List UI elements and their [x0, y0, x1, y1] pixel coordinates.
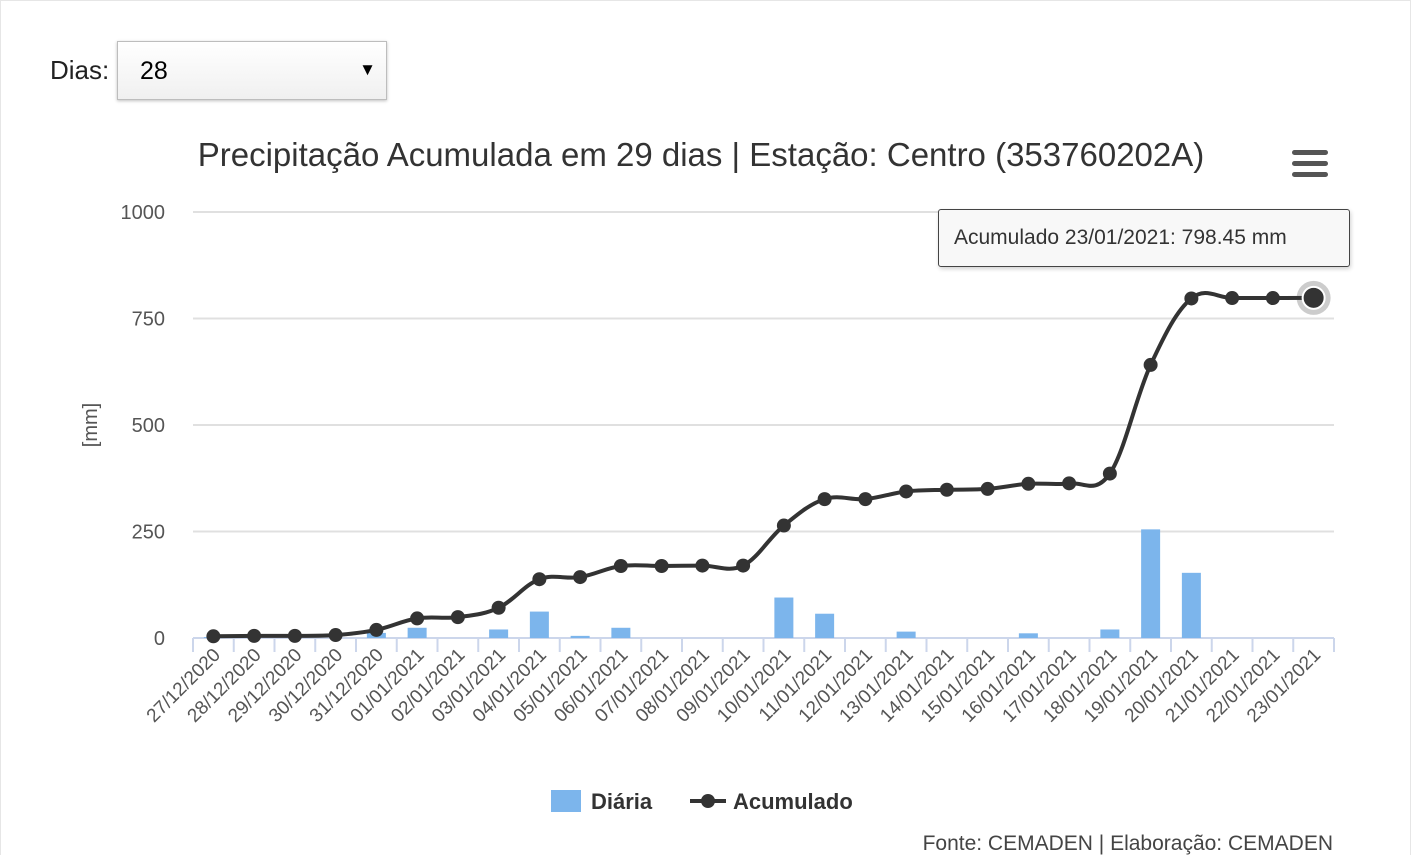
bar-diaria[interactable]	[1100, 629, 1120, 638]
point-acumulado[interactable]	[1062, 476, 1077, 491]
point-acumulado[interactable]	[1021, 476, 1036, 491]
point-acumulado[interactable]	[1265, 291, 1280, 306]
point-acumulado[interactable]	[1143, 357, 1158, 372]
bar-diaria[interactable]	[1018, 633, 1038, 638]
point-acumulado[interactable]	[1225, 291, 1240, 306]
tooltip: Acumulado 23/01/2021: 798.45 mm	[938, 209, 1350, 267]
bar-diaria[interactable]	[896, 631, 916, 638]
point-acumulado[interactable]	[899, 484, 914, 499]
point-acumulado[interactable]	[776, 518, 791, 533]
point-acumulado[interactable]	[491, 600, 506, 615]
point-acumulado[interactable]	[369, 622, 384, 637]
point-acumulado[interactable]	[817, 492, 832, 507]
legend-item-acumulado[interactable]: Acumulado	[733, 789, 853, 814]
legend-item-diaria[interactable]: Diária	[591, 789, 653, 814]
bar-diaria[interactable]	[815, 613, 835, 638]
bar-diaria[interactable]	[489, 629, 509, 638]
y-tick-label: 1000	[121, 202, 166, 224]
bar-diaria[interactable]	[774, 597, 794, 638]
series-line-acumulado	[213, 291, 1314, 639]
chart-title: Precipitação Acumulada em 29 dias | Esta…	[197, 136, 1205, 173]
point-acumulado[interactable]	[654, 559, 669, 574]
y-axis-label: [mm]	[80, 403, 102, 447]
days-select-value: 28	[140, 57, 168, 85]
y-tick-label: 250	[132, 522, 165, 544]
y-tick-label: 0	[154, 628, 165, 650]
dropdown-arrow-icon: ▼	[359, 60, 376, 79]
bar-diaria[interactable]	[407, 627, 427, 638]
credits: Fonte: CEMADEN | Elaboração: CEMADEN	[922, 832, 1333, 855]
point-acumulado[interactable]	[1102, 466, 1117, 481]
point-acumulado[interactable]	[328, 628, 343, 643]
point-acumulado[interactable]	[1184, 291, 1199, 306]
point-acumulado[interactable]	[532, 572, 547, 587]
point-acumulado[interactable]	[247, 628, 262, 643]
point-acumulado[interactable]	[287, 628, 302, 643]
point-acumulado[interactable]	[613, 559, 628, 574]
bar-diaria[interactable]	[1141, 529, 1161, 638]
point-acumulado[interactable]	[450, 610, 465, 625]
legend-swatch-acumulado	[690, 794, 726, 808]
days-select[interactable]: 28 ▼	[117, 41, 387, 100]
point-acumulado[interactable]	[695, 558, 710, 573]
point-acumulado[interactable]	[573, 570, 588, 585]
hamburger-menu-icon[interactable]	[1292, 150, 1328, 180]
y-tick-label: 500	[132, 415, 165, 437]
point-acumulado[interactable]	[939, 482, 954, 497]
point-acumulado[interactable]	[206, 629, 221, 644]
bar-diaria[interactable]	[570, 635, 590, 638]
point-acumulado[interactable]	[980, 481, 995, 496]
point-acumulado[interactable]	[1301, 285, 1326, 310]
point-acumulado[interactable]	[410, 611, 425, 626]
bar-diaria[interactable]	[529, 611, 549, 638]
bar-diaria[interactable]	[611, 627, 631, 638]
point-acumulado[interactable]	[736, 558, 751, 573]
days-label: Dias:	[50, 55, 110, 85]
point-acumulado[interactable]	[858, 492, 873, 507]
y-tick-label: 750	[132, 309, 165, 331]
legend-swatch-diaria	[551, 790, 581, 812]
bar-diaria[interactable]	[1181, 572, 1201, 638]
